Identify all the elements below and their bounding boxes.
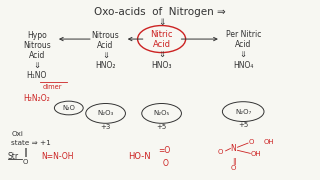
Text: HO-N: HO-N — [128, 152, 151, 161]
Text: dimer: dimer — [43, 84, 62, 90]
Text: N=N-OH: N=N-OH — [42, 152, 74, 161]
Text: ⇓: ⇓ — [240, 50, 247, 59]
Text: O: O — [23, 159, 28, 165]
Text: N: N — [231, 144, 236, 153]
Text: =O: =O — [159, 146, 171, 155]
Text: Hypo: Hypo — [27, 31, 47, 40]
Text: N₂O₃: N₂O₃ — [98, 110, 114, 116]
Text: ⇓: ⇓ — [158, 18, 165, 27]
Text: OH: OH — [251, 151, 261, 157]
Text: OH: OH — [263, 139, 274, 145]
Text: HNO₂: HNO₂ — [95, 61, 116, 70]
Text: N₂O₇: N₂O₇ — [235, 109, 251, 115]
Text: Acid: Acid — [153, 40, 171, 49]
Text: Oxo-acids  of  Nitrogen ⇒: Oxo-acids of Nitrogen ⇒ — [94, 7, 226, 17]
Text: H₁NO: H₁NO — [27, 71, 47, 80]
Text: ‖: ‖ — [24, 148, 28, 157]
Text: O: O — [231, 165, 236, 171]
Text: Per Nitric: Per Nitric — [226, 30, 261, 39]
Text: Acid: Acid — [28, 51, 45, 60]
Text: Nitrous: Nitrous — [23, 41, 51, 50]
Text: +5: +5 — [156, 124, 167, 130]
Text: ‖: ‖ — [232, 158, 235, 165]
Text: state ⇒ +1: state ⇒ +1 — [11, 140, 51, 146]
Text: N₂O₅: N₂O₅ — [153, 110, 170, 116]
Text: ⇓: ⇓ — [102, 51, 109, 60]
Text: HNO₃: HNO₃ — [151, 61, 172, 70]
Text: Nitric: Nitric — [150, 30, 173, 39]
Text: +3: +3 — [100, 124, 111, 130]
Text: Acid: Acid — [235, 40, 252, 49]
Text: O: O — [218, 149, 223, 155]
Text: N₂O: N₂O — [62, 105, 75, 111]
Text: O: O — [249, 139, 254, 145]
Text: H₂N₂O₂: H₂N₂O₂ — [23, 94, 50, 103]
Text: Nitrous: Nitrous — [92, 31, 119, 40]
Text: Acid: Acid — [97, 41, 114, 50]
Text: +5: +5 — [238, 122, 248, 128]
Text: ⇓: ⇓ — [33, 61, 40, 70]
Text: ⇓: ⇓ — [158, 50, 165, 59]
Text: Oxi: Oxi — [11, 131, 23, 137]
Text: Str: Str — [8, 152, 19, 161]
Text: HNO₄: HNO₄ — [233, 61, 253, 70]
Text: O: O — [163, 159, 169, 168]
